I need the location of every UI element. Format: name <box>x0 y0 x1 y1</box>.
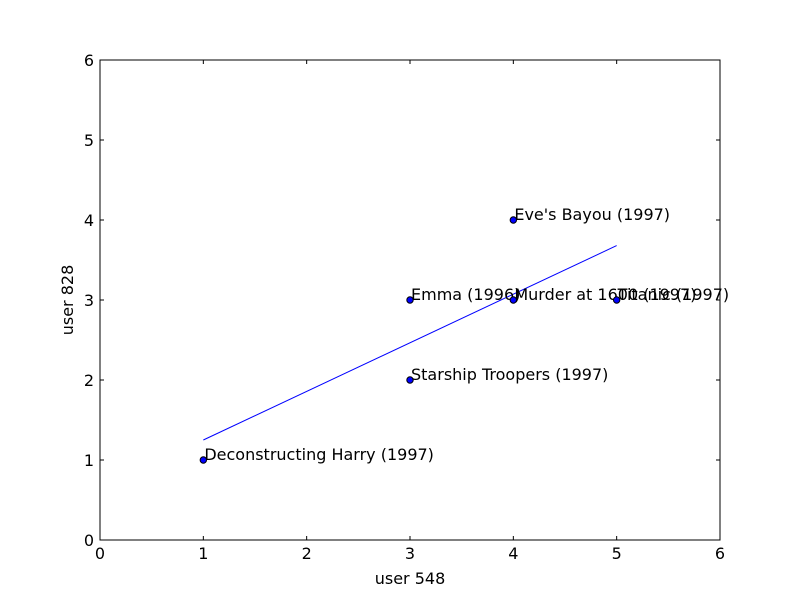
y-tick-label: 2 <box>84 371 94 390</box>
data-point-label: Starship Troopers (1997) <box>411 365 608 384</box>
x-tick-label: 4 <box>508 544 518 563</box>
y-tick-label: 0 <box>84 531 94 550</box>
data-point-label: Titanic (1997) <box>617 285 729 304</box>
x-tick-label: 1 <box>198 544 208 563</box>
data-point <box>406 376 414 384</box>
x-tick-label: 2 <box>302 544 312 563</box>
plot-area: 0 1 2 3 4 5 6 0 1 2 3 4 5 6 Eve's Bayou (1997) Emma (19… <box>84 51 729 563</box>
data-point-label: Eve's Bayou (1997) <box>514 205 670 224</box>
data-point-label: Murder at 1600 (1997) <box>514 285 696 304</box>
x-tick-label: 3 <box>405 544 415 563</box>
regression-line <box>203 245 617 441</box>
data-point <box>406 296 414 304</box>
data-point <box>612 296 621 304</box>
y-tick-label: 5 <box>84 131 94 150</box>
x-tick-label: 0 <box>95 544 105 563</box>
data-point <box>509 216 518 224</box>
y-tick-label: 3 <box>84 291 94 310</box>
data-point-label: Emma (1996) <box>411 285 520 304</box>
data-point-label: Deconstructing Harry (1997) <box>204 445 434 464</box>
y-axis-label: user 828 <box>58 265 77 336</box>
data-point <box>199 456 208 464</box>
y-tick-label: 1 <box>84 451 94 470</box>
x-axis-label: user 548 <box>375 569 446 588</box>
y-tick-label: 4 <box>84 211 94 230</box>
x-tick-label: 6 <box>715 544 725 563</box>
data-point <box>509 296 518 304</box>
y-tick-label: 6 <box>84 51 94 70</box>
x-tick-label: 5 <box>612 544 622 563</box>
